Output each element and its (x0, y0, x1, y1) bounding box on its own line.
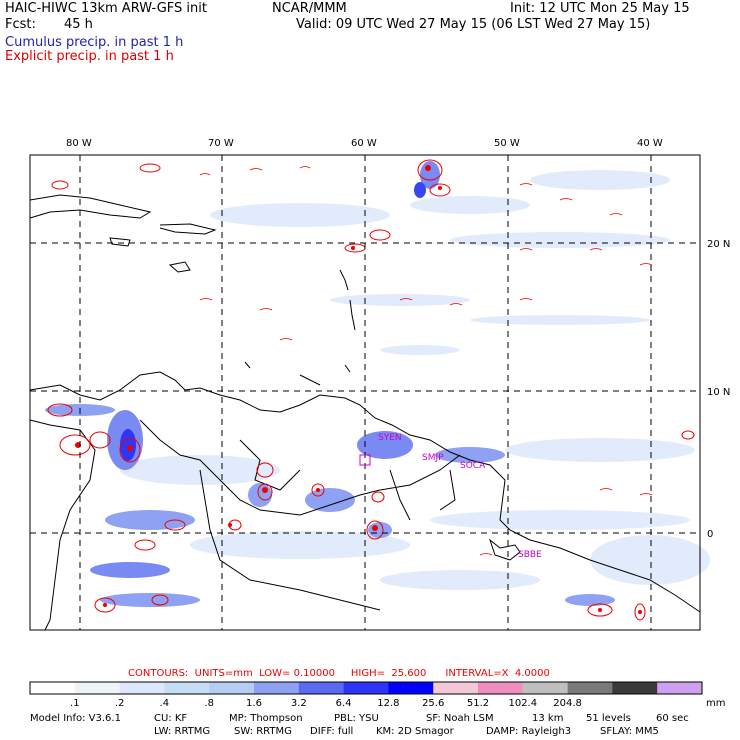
colorbar-swatch (343, 682, 389, 694)
coastline (29, 194, 701, 631)
colorbar-swatch (164, 682, 210, 694)
colorbar-tick: 25.6 (422, 698, 444, 709)
colorbar: .1.2.4.8 1.6 3.2 6.4 12.8 25.6 51.2 102.4 204.8 … (29, 681, 725, 709)
footer-damp: DAMP: Rayleigh3 (486, 726, 572, 737)
footer-sw: SW: RRTMG (234, 726, 292, 737)
colorbar-tick: 102.4 (508, 698, 537, 709)
station-label: SOCA (460, 461, 486, 471)
colorbar-swatch (254, 682, 300, 694)
colorbar-tick: .1 (70, 698, 80, 709)
colorbar-swatch (388, 682, 434, 694)
contour-info: CONTOURS: UNITS=mm LOW= 0.10000 HIGH= 25… (128, 668, 550, 679)
lon-label: 40 W (637, 138, 663, 149)
colorbar-tick: 1.6 (246, 698, 262, 709)
lat-label: 20 N (707, 239, 730, 250)
lon-label: 70 W (208, 138, 234, 149)
colorbar-swatch (209, 682, 255, 694)
colorbar-tick: .2 (115, 698, 125, 709)
station-marker (359, 454, 371, 466)
footer-res: 13 km (532, 713, 564, 724)
footer-levels: 51 levels (586, 713, 631, 724)
footer-pbl: PBL: YSU (334, 713, 379, 724)
colorbar-tick: 6.4 (336, 698, 352, 709)
precip-map: 80 W 70 W 60 W 50 W 40 W 20 N 10 N 0 SYE… (29, 138, 730, 631)
lon-label: 50 W (494, 138, 520, 149)
colorbar-tick: 204.8 (553, 698, 582, 709)
fcst-label: Fcst: (5, 17, 36, 32)
lon-label: 60 W (351, 138, 377, 149)
colorbar-tick: .4 (160, 698, 170, 709)
explicit-precip-contours (47, 159, 695, 621)
colorbar-swatch (657, 682, 703, 694)
scattered-contours (199, 166, 653, 556)
footer-cu: CU: KF (154, 713, 188, 724)
light-precip-field (120, 170, 710, 590)
footer-lw: LW: RRTMG (154, 726, 211, 737)
explicit-legend: Explicit precip. in past 1 h (5, 49, 174, 64)
colorbar-tick: .8 (204, 698, 214, 709)
valid-time: Valid: 09 UTC Wed 27 May 15 (06 LST Wed … (296, 17, 651, 32)
explicit-precip-cells (75, 165, 642, 614)
colorbar-swatch (478, 682, 524, 694)
colorbar-swatch (298, 682, 345, 694)
footer-diff: DIFF: full (310, 726, 354, 737)
lesser-antilles (244, 269, 356, 386)
cumulus-legend: Cumulus precip. in past 1 h (5, 35, 184, 50)
station-label: SBBE (518, 550, 542, 560)
footer-sf: SF: Noah LSM (426, 713, 494, 724)
footer-km: KM: 2D Smagor (376, 726, 454, 737)
center-label: NCAR/MMM (272, 1, 347, 16)
footer-mp: MP: Thompson (229, 713, 303, 724)
lat-label: 0 (707, 529, 713, 540)
colorbar-tick: 12.8 (377, 698, 399, 709)
colorbar-swatch (74, 682, 121, 694)
colorbar-swatch (612, 682, 658, 694)
colorbar-swatch (30, 682, 76, 694)
colorbar-unit: mm (706, 698, 725, 709)
colorbar-swatch (522, 682, 569, 694)
lon-label: 80 W (66, 138, 92, 149)
colorbar-tick: 51.2 (467, 698, 489, 709)
lat-lon-grid (30, 155, 700, 630)
station-label: SYEN (378, 433, 402, 443)
colorbar-tick: 3.2 (291, 698, 307, 709)
footer-model-info: Model Info: V3.6.1 (30, 713, 121, 724)
footer-step: 60 sec (656, 713, 689, 724)
footer-sflay: SFLAY: MM5 (600, 726, 659, 737)
colorbar-swatch (567, 682, 613, 694)
station-label: SMJP (422, 453, 444, 463)
fcst-value: 45 h (64, 17, 93, 32)
colorbar-swatch (433, 682, 479, 694)
colorbar-swatch (119, 682, 165, 694)
lat-label: 10 N (707, 387, 730, 398)
init-time: Init: 12 UTC Mon 25 May 15 (510, 1, 690, 16)
model-title: HAIC-HIWC 13km ARW-GFS init (5, 1, 207, 16)
